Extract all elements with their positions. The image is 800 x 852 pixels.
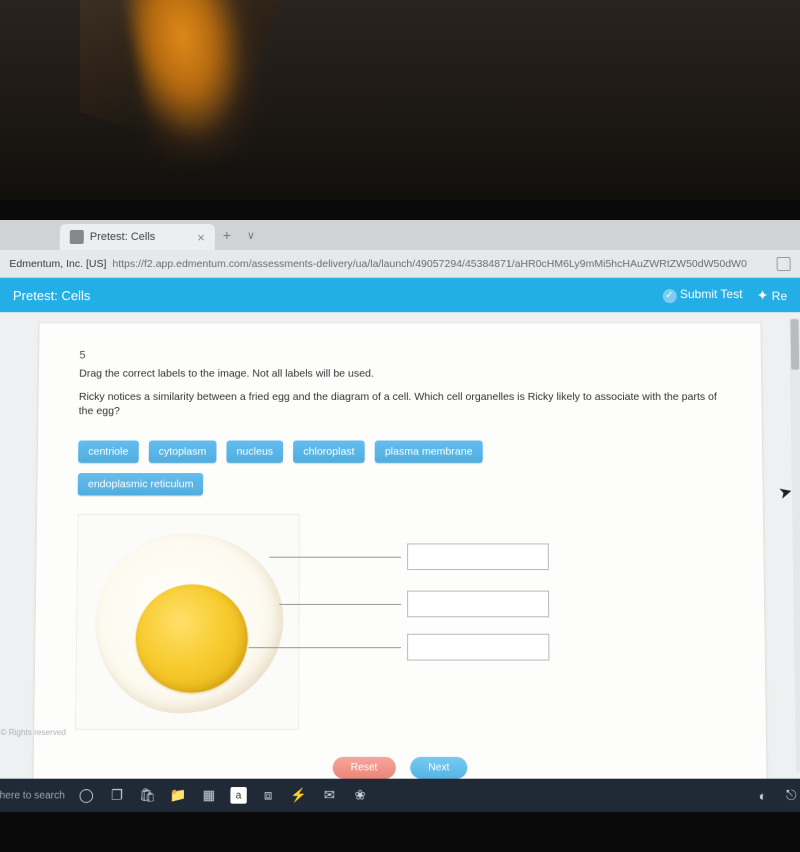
egg-image [75,514,300,730]
new-tab-button[interactable]: + [215,227,239,243]
tab-title: Pretest: Cells [90,231,156,243]
windows-taskbar: here to search ◯ ❐ 🛍 📁 ▦ a ⧈ ⚡ ✉ ❀ ◐ ⎋ [0,779,800,812]
tray-icon-1[interactable]: ◐ [753,786,772,805]
next-button[interactable]: Next [410,757,468,779]
question-number: 5 [79,349,720,361]
drag-label-endoplasmic-reticulum[interactable]: endoplasmic reticulum [78,473,204,495]
address-prefix: Edmentum, Inc. [US] [9,258,106,270]
tray-icon-2[interactable]: ⎋ [782,786,800,805]
explorer-icon[interactable]: 📁 [169,786,188,805]
leader-line-3 [249,647,401,648]
photo-background [0,0,800,220]
drag-label-cytoplasm[interactable]: cytoplasm [148,441,216,463]
amazon-icon[interactable]: a [230,787,246,804]
wrench-icon: ✦ [756,287,768,303]
address-bar[interactable]: Edmentum, Inc. [US] https://f2.app.edmen… [0,250,800,278]
drop-slot-2[interactable] [407,591,549,618]
action-buttons: Reset Next [74,757,725,779]
app-header: Pretest: Cells ✓ Submit Test ✦ Re [0,278,800,312]
drop-targets [299,514,595,730]
leader-line-1 [269,557,401,558]
favicon-icon [70,230,84,244]
question-prompt: Ricky notices a similarity between a fri… [79,390,722,419]
drop-slot-3[interactable] [407,634,549,661]
screen: Pretest: Cells × + ∨ Edmentum, Inc. [US]… [0,220,800,812]
close-tab-icon[interactable]: × [197,229,205,244]
taskbar-search[interactable]: here to search [0,790,65,801]
page-title: Pretest: Cells [13,288,91,303]
check-icon: ✓ [662,289,676,303]
drag-labels-row-2: endoplasmic reticulum [78,473,723,495]
question-card: 5 Drag the correct labels to the image. … [32,322,768,811]
submit-test-button[interactable]: ✓ Submit Test [662,287,742,303]
system-tray: ◐ ⎋ [753,786,800,805]
mail-icon[interactable]: ✉ [320,786,338,805]
tabs-dropdown-icon[interactable]: ∨ [239,228,263,241]
task-view-icon[interactable]: ❐ [108,786,127,805]
content-area: 5 Drag the correct labels to the image. … [0,312,800,779]
app-icon-1[interactable]: ▦ [200,786,219,805]
dropbox-icon[interactable]: ⧈ [259,786,277,805]
reader-mode-icon[interactable] [777,256,791,270]
app-icon-3[interactable]: ❀ [351,786,369,805]
scrollbar-thumb[interactable] [790,319,799,369]
leader-line-2 [279,604,401,605]
cortana-icon[interactable]: ◯ [77,786,96,805]
question-instruction: Drag the correct labels to the image. No… [79,368,721,380]
store-icon[interactable]: 🛍 [138,786,157,805]
tools-button[interactable]: ✦ Re [756,287,787,304]
drop-slot-1[interactable] [407,544,549,571]
reset-button[interactable]: Reset [332,757,395,779]
app-icon-2[interactable]: ⚡ [290,786,308,805]
drag-label-chloroplast[interactable]: chloroplast [293,441,364,463]
drag-label-centriole[interactable]: centriole [78,441,138,463]
address-url: https://f2.app.edmentum.com/assessments-… [112,258,747,270]
drag-label-plasma-membrane[interactable]: plasma membrane [375,441,483,463]
drag-labels-row-1: centriole cytoplasm nucleus chloroplast … [78,441,722,463]
drag-label-nucleus[interactable]: nucleus [226,441,283,463]
scrollbar[interactable] [789,318,800,772]
footer-copyright: © Rights reserved [0,728,65,737]
browser-tab-strip: Pretest: Cells × + ∨ [0,220,800,250]
browser-tab-active[interactable]: Pretest: Cells × [60,224,215,250]
diagram-area [75,514,725,730]
